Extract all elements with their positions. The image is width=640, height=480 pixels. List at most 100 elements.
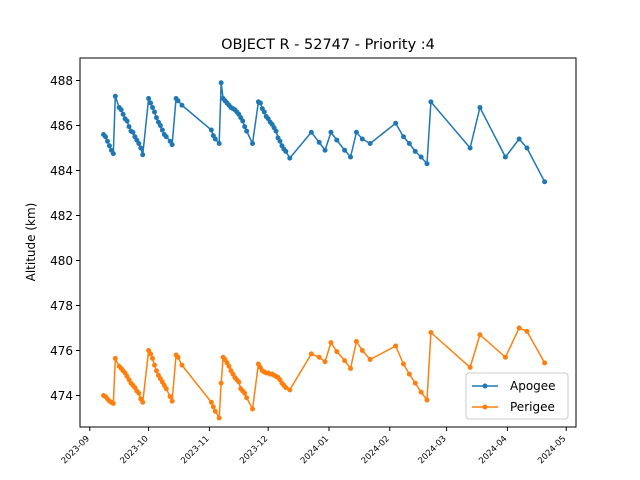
apogee-data-point — [406, 141, 412, 146]
apogee-data-point — [120, 111, 126, 117]
perigee-data-point — [524, 328, 530, 334]
perigee-data-point — [167, 394, 173, 400]
apogee-data-point — [412, 148, 418, 154]
apogee-data-point — [153, 115, 159, 121]
apogee-data-point — [250, 141, 256, 146]
perigee-data-point — [287, 387, 293, 393]
apogee-data-point — [124, 118, 130, 124]
apogee-data-point — [242, 124, 248, 130]
apogee-data-point — [140, 152, 146, 158]
apogee-data-point — [542, 179, 548, 185]
apogee-data-point — [146, 96, 152, 101]
apogee-data-point — [477, 105, 483, 110]
legend-perigee-marker — [482, 404, 488, 410]
y-tick-label: 484 — [50, 164, 73, 178]
apogee-data-point — [136, 141, 142, 146]
y-tick-label: 480 — [50, 254, 73, 268]
apogee-data-point — [208, 127, 214, 133]
perigee-data-point — [112, 355, 118, 361]
apogee-data-point — [216, 141, 222, 146]
apogee-data-point — [126, 124, 132, 130]
apogee-data-point — [316, 139, 322, 145]
apogee-data-point — [418, 154, 424, 160]
perigee-data-point — [367, 357, 373, 362]
perigee-data-point — [406, 371, 412, 377]
apogee-data-point — [106, 143, 112, 149]
perigee-data-point — [242, 390, 248, 396]
perigee-data-point — [316, 354, 322, 360]
apogee-data-point — [110, 151, 116, 157]
apogee-data-point — [163, 134, 169, 140]
legend-apogee-marker — [482, 383, 488, 389]
perigee-data-point — [477, 332, 483, 338]
y-axis-label: Altitude (km) — [24, 203, 38, 282]
apogee-data-point — [524, 145, 530, 151]
apogee-data-point — [138, 145, 144, 151]
perigee-data-point — [322, 359, 328, 365]
perigee-data-point — [110, 400, 116, 406]
apogee-data-point — [287, 155, 293, 161]
y-tick-label: 474 — [50, 389, 73, 403]
apogee-data-point — [428, 99, 434, 105]
perigee-data-point — [226, 363, 232, 369]
perigee-data-point — [328, 340, 334, 346]
apogee-data-point — [342, 147, 348, 153]
apogee-data-point — [112, 93, 118, 99]
perigee-data-point — [428, 330, 434, 335]
perigee-data-point — [348, 366, 354, 371]
perigee-data-point — [250, 406, 256, 412]
perigee-data-point — [163, 386, 169, 392]
perigee-data-point — [212, 408, 218, 414]
apogee-data-point — [334, 137, 340, 143]
perigee-data-point — [136, 390, 142, 396]
perigee-data-point — [148, 351, 154, 357]
perigee-data-point — [150, 355, 156, 361]
apogee-data-point — [150, 105, 156, 110]
perigee-data-point — [244, 395, 250, 401]
apogee-data-point — [218, 80, 224, 86]
perigee-data-point — [140, 399, 146, 405]
series-layer — [101, 80, 548, 421]
apogee-data-point — [257, 100, 263, 106]
y-tick-label: 478 — [50, 299, 73, 313]
apogee-data-point — [118, 107, 124, 113]
perigee-data-point — [516, 325, 522, 331]
apogee-data-point — [308, 129, 314, 135]
apogee-data-point — [400, 134, 406, 140]
perigee-data-point — [467, 364, 473, 370]
perigee-data-point — [412, 380, 418, 386]
perigee-data-point — [175, 354, 181, 360]
apogee-data-point — [273, 128, 279, 134]
apogee-data-point — [157, 123, 163, 128]
apogee-data-point — [240, 118, 246, 124]
perigee-data-point — [334, 349, 340, 355]
apogee-data-point — [359, 136, 365, 142]
apogee-data-point — [367, 141, 373, 146]
apogee-data-point — [348, 154, 354, 160]
apogee-data-point — [169, 142, 175, 148]
legend-perigee-label: Perigee — [510, 400, 555, 414]
apogee-data-point — [283, 148, 289, 154]
perigee-data-point — [418, 389, 424, 395]
plot-frame — [79, 57, 577, 428]
apogee-data-point — [148, 100, 154, 106]
apogee-data-point — [179, 102, 185, 108]
perigee-data-point — [169, 398, 175, 404]
perigee-data-point — [353, 339, 359, 344]
apogee-data-point — [102, 134, 108, 140]
perigee-data-point — [502, 354, 508, 360]
perigee-data-point — [153, 368, 159, 374]
legend: Apogee Perigee — [465, 372, 569, 420]
perigee-data-point — [359, 348, 365, 353]
apogee-data-point — [502, 154, 508, 160]
apogee-data-point — [328, 129, 334, 135]
apogee-data-point — [467, 145, 473, 151]
apogee-data-point — [516, 136, 522, 142]
apogee-data-point — [353, 129, 359, 135]
perigee-data-point — [210, 404, 216, 410]
perigee-data-point — [179, 362, 185, 368]
apogee-data-point — [261, 109, 267, 115]
perigee-data-point — [152, 362, 157, 368]
y-tick-label: 476 — [50, 344, 73, 358]
